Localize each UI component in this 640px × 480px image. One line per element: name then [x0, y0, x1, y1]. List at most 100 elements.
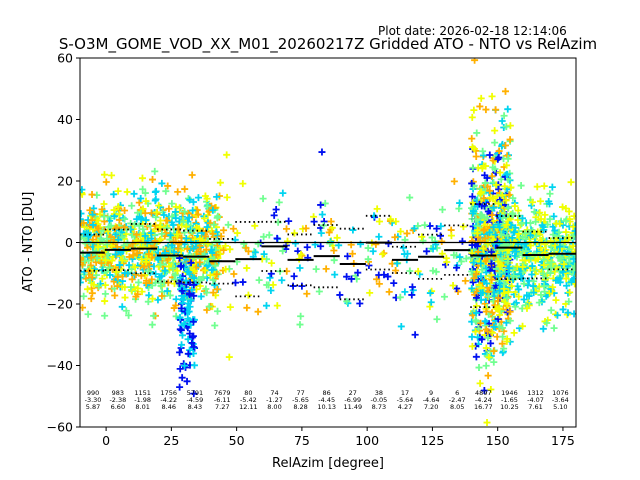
scatter-point [186, 258, 194, 266]
scatter-point [429, 267, 437, 275]
scatter-point [410, 224, 418, 232]
scatter-point [447, 232, 455, 240]
scatter-point [490, 347, 498, 355]
bin-count-label: 990 [87, 389, 99, 397]
scatter-point [156, 223, 164, 231]
scatter-point [94, 217, 102, 225]
scatter-point [494, 200, 502, 208]
scatter-point [492, 106, 500, 114]
scatter-point [220, 246, 228, 254]
scatter-point [349, 226, 357, 234]
bin-count-label: 1756 [160, 389, 177, 397]
scatter-point [142, 279, 150, 287]
scatter-point [139, 185, 147, 193]
scatter-point [501, 87, 509, 95]
scatter-point [121, 283, 129, 291]
scatter-point [539, 269, 547, 277]
scatter-point [403, 229, 411, 237]
scatter-point [269, 281, 277, 289]
scatter-point [468, 284, 476, 292]
scatter-point [110, 212, 118, 220]
scatter-point [488, 211, 496, 219]
scatter-point [333, 234, 341, 242]
scatter-point [485, 353, 493, 361]
bin-mean-label: -3.64 [552, 396, 569, 404]
scatter-point [483, 213, 491, 221]
scatter-point [478, 164, 486, 172]
bin-mean-label: -1.65 [501, 396, 518, 404]
scatter-point [486, 151, 494, 159]
scatter-point [343, 297, 351, 305]
scatter-point [487, 339, 495, 347]
scatter-point [506, 308, 514, 316]
scatter-point [384, 273, 392, 281]
bin-mean-label: -5.65 [292, 396, 309, 404]
scatter-point [141, 189, 149, 197]
scatter-point [528, 262, 536, 270]
scatter-point [165, 263, 173, 271]
bin-mean-label: -4.59 [186, 396, 203, 404]
scatter-point [476, 379, 484, 387]
scatter-point [503, 221, 511, 229]
scatter-point [170, 304, 178, 312]
scatter-point [562, 217, 570, 225]
scatter-point [450, 177, 458, 185]
scatter-point [172, 214, 180, 222]
scatter-point [472, 309, 480, 317]
scatter-point [503, 170, 511, 178]
scatter-point [255, 276, 263, 284]
y-tick-label: −60 [47, 420, 73, 435]
scatter-point [502, 196, 510, 204]
scatter-point [519, 322, 527, 330]
scatter-point [260, 233, 268, 241]
scatter-point [477, 259, 485, 267]
scatter-point [112, 268, 120, 276]
scatter-point [472, 294, 480, 302]
scatter-point [156, 217, 164, 225]
scatter-point [569, 267, 576, 275]
scatter-point [552, 220, 560, 228]
scatter-point [379, 250, 387, 258]
scatter-point [546, 269, 554, 277]
scatter-point [190, 245, 198, 253]
scatter-point [517, 182, 525, 190]
scatter-point [114, 187, 122, 195]
scatter-point [421, 221, 429, 229]
scatter-point [106, 271, 114, 279]
scatter-point [511, 224, 519, 232]
scatter-point [188, 227, 196, 235]
scatter-point [482, 308, 490, 316]
scatter-point [317, 229, 325, 237]
scatter-point [144, 298, 152, 306]
scatter-point [205, 261, 213, 269]
scatter-point [481, 171, 489, 179]
scatter-point [496, 212, 504, 220]
scatter-point [470, 274, 478, 282]
scatter-point [519, 233, 527, 241]
scatter-point [506, 122, 514, 130]
scatter-point [527, 202, 535, 210]
scatter-point [214, 231, 222, 239]
scatter-point [132, 293, 140, 301]
scatter-point [145, 291, 153, 299]
scatter-point [555, 267, 563, 275]
scatter-point [468, 113, 476, 121]
scatter-point [273, 234, 281, 242]
scatter-point [498, 254, 506, 262]
scatter-point [392, 218, 400, 226]
scatter-point [504, 105, 512, 113]
scatter-point [208, 266, 216, 274]
scatter-point [330, 256, 338, 264]
chart-title: S-O3M_GOME_VOD_XX_M01_20260217Z Gridded … [59, 35, 597, 54]
scatter-point [139, 225, 147, 233]
scatter-point [121, 294, 129, 302]
x-tick-label: 100 [355, 433, 379, 448]
scatter-point [175, 279, 183, 287]
scatter-point [224, 221, 232, 229]
x-tick-label: 125 [420, 433, 444, 448]
scatter-point [476, 102, 484, 110]
scatter-point [137, 195, 145, 203]
scatter-point [511, 202, 519, 210]
scatter-point [532, 266, 540, 274]
scatter-point [489, 194, 497, 202]
